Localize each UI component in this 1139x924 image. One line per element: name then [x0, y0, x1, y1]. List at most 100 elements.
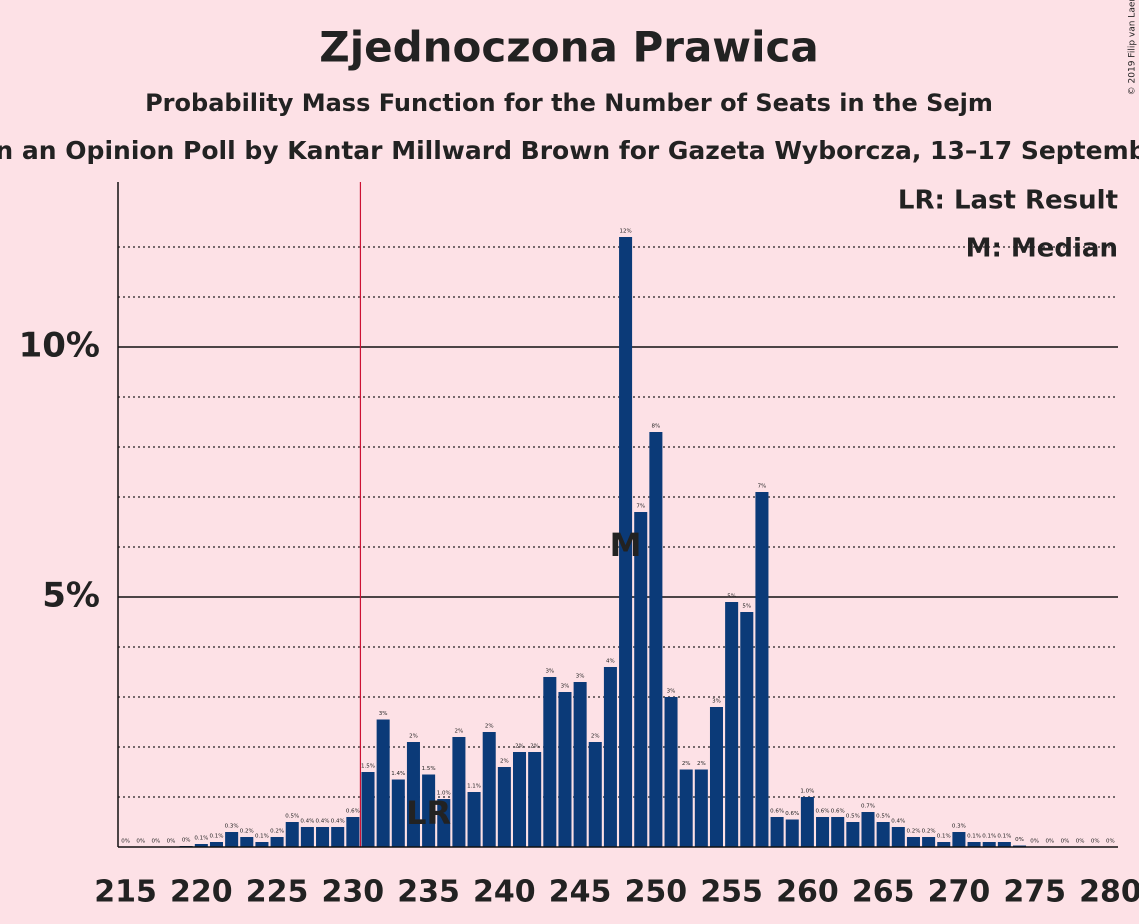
bar [800, 797, 814, 847]
x-tick-label: 245 [549, 875, 612, 910]
value-label: 2% [697, 761, 706, 767]
y-tick-label: 5% [42, 576, 100, 616]
value-label: 0.3% [225, 824, 239, 830]
bar [528, 752, 542, 847]
bar [709, 707, 723, 847]
value-label: 0.2% [270, 829, 284, 835]
bar [982, 842, 996, 847]
value-label: 0% [1106, 839, 1115, 845]
value-label: 0.1% [194, 836, 208, 842]
bar [952, 832, 966, 847]
bar [406, 742, 420, 847]
value-label: 0.7% [861, 804, 875, 810]
bar [740, 612, 754, 847]
y-tick-label: 10% [19, 326, 100, 366]
value-label: 7% [636, 504, 645, 510]
value-label: 1.4% [391, 771, 405, 777]
bar [891, 827, 905, 847]
bar [694, 769, 708, 847]
bar [391, 779, 405, 847]
bar [452, 737, 466, 847]
value-label: 5% [727, 594, 736, 600]
bar [997, 842, 1011, 847]
value-label: 0% [136, 839, 145, 845]
value-label: 0.4% [891, 819, 905, 825]
value-label: 0% [1045, 839, 1054, 845]
bar [316, 827, 330, 847]
bar [543, 677, 557, 847]
bar [285, 822, 299, 847]
bar [361, 772, 375, 847]
value-label: 0.1% [937, 834, 951, 840]
bar [664, 697, 678, 847]
legend-entry: LR: Last Result [898, 186, 1118, 216]
x-tick-label: 220 [170, 875, 233, 910]
bar [346, 817, 360, 847]
bar [906, 837, 920, 847]
value-label: 1.0% [437, 791, 451, 797]
legend-entry: M: Median [966, 234, 1118, 264]
value-label: 0.2% [906, 829, 920, 835]
value-label: 0% [182, 838, 191, 844]
bar [937, 842, 951, 847]
bar [270, 837, 284, 847]
value-label: 1.0% [800, 789, 814, 795]
chart-source: Based on an Opinion Poll by Kantar Millw… [0, 136, 1139, 165]
value-label: 0% [1030, 839, 1039, 845]
value-label: 0.1% [967, 834, 981, 840]
bar [573, 682, 587, 847]
bar [634, 512, 648, 847]
median-marker: M [610, 526, 642, 564]
value-label: 2% [409, 734, 418, 740]
bar [240, 837, 254, 847]
x-tick-label: 250 [625, 875, 688, 910]
value-label: 0.2% [922, 829, 936, 835]
x-tick-label: 275 [1003, 875, 1066, 910]
value-label: 0.6% [785, 811, 799, 817]
bar [785, 819, 799, 847]
value-label: 0.6% [346, 809, 360, 815]
value-label: 2% [515, 744, 524, 750]
value-label: 0.5% [876, 814, 890, 820]
value-label: 1.1% [467, 784, 481, 790]
bar [755, 492, 769, 847]
value-label: 0.4% [316, 819, 330, 825]
bar [603, 667, 617, 847]
copyright: © 2019 Filip van Laenen [1128, 0, 1138, 95]
value-label: 2% [500, 759, 509, 765]
value-label: 2% [591, 734, 600, 740]
bar [437, 799, 451, 847]
value-label: 2% [530, 744, 539, 750]
value-label: 0.5% [285, 814, 299, 820]
x-tick-label: 280 [1079, 875, 1139, 910]
bar [679, 769, 693, 847]
value-label: 3% [667, 689, 676, 695]
x-tick-label: 225 [246, 875, 309, 910]
bar [861, 812, 875, 847]
value-label: 12% [619, 229, 631, 235]
bar [967, 842, 981, 847]
value-label: 3% [712, 699, 721, 705]
x-tick-label: 255 [700, 875, 763, 910]
value-label: 2% [485, 724, 494, 730]
chart-subtitle: Probability Mass Function for the Number… [145, 89, 993, 117]
bar [876, 822, 890, 847]
bar [649, 432, 663, 847]
value-label: 0.6% [831, 809, 845, 815]
value-label: 7% [758, 484, 767, 490]
bar [376, 719, 390, 847]
bar [422, 774, 436, 847]
value-label: 0.6% [816, 809, 830, 815]
bar [770, 817, 784, 847]
value-label: 1.5% [422, 766, 436, 772]
bar [194, 844, 208, 847]
bar [922, 837, 936, 847]
x-tick-label: 260 [776, 875, 839, 910]
bar [513, 752, 527, 847]
value-label: 0.1% [209, 834, 223, 840]
value-label: 0.6% [770, 809, 784, 815]
bar [558, 692, 572, 847]
x-tick-label: 270 [928, 875, 991, 910]
value-label: 0.4% [300, 819, 314, 825]
